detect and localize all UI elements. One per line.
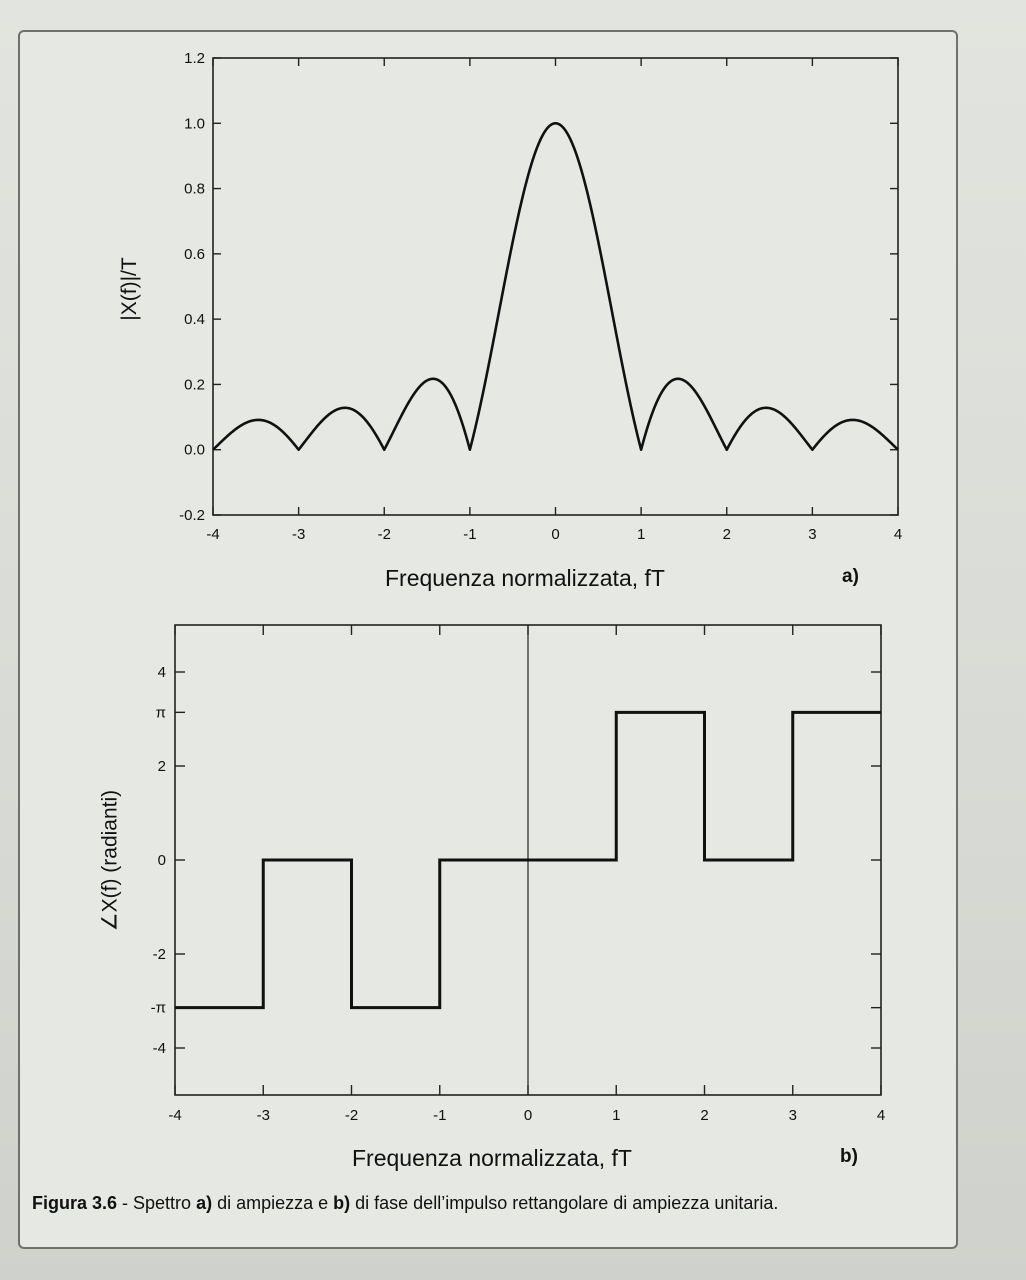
x-tick-label: 2 xyxy=(700,1107,708,1124)
panel-label-b: b) xyxy=(840,1146,858,1167)
y-tick-label: 0.6 xyxy=(184,246,205,263)
caption-text-1: - Spettro xyxy=(117,1193,197,1213)
caption-text-3: di fase dell’impulso rettangolare di amp… xyxy=(350,1193,779,1213)
amplitude-y-axis-label: |X(f)|/T xyxy=(118,257,141,321)
y-tick-label: 2 xyxy=(158,758,166,775)
x-tick-label: 1 xyxy=(637,526,645,543)
phase-x-axis-label: Frequenza normalizzata, fT xyxy=(352,1145,632,1171)
x-tick-label: 0 xyxy=(524,1107,532,1124)
x-tick-label: -1 xyxy=(463,526,476,543)
caption-b: b) xyxy=(333,1193,351,1213)
y-tick-label: -2 xyxy=(153,946,166,963)
x-tick-label: -2 xyxy=(345,1107,358,1124)
x-tick-label: -4 xyxy=(168,1107,181,1124)
y-tick-label: -4 xyxy=(153,1040,166,1057)
caption-a: a) xyxy=(196,1193,213,1213)
phase-y-axis-label: ∠X(f) (radianti) xyxy=(98,789,122,932)
amplitude-chart: -4 -3 -2 -1 0 1 2 3 4 -0.2 0.0 0.2 0.4 0.6 0.8 1.0 1.2 xyxy=(179,50,902,543)
caption-text-2: di ampiezza e xyxy=(212,1193,334,1213)
y-tick-label: 0 xyxy=(158,852,166,869)
y-tick-label: -π xyxy=(151,1000,166,1017)
x-tick-label: 1 xyxy=(612,1107,620,1124)
amplitude-x-axis-label: Frequenza normalizzata, fT xyxy=(385,565,665,591)
y-tick-label: 0.4 xyxy=(184,311,205,328)
amplitude-series-line xyxy=(212,121,899,452)
x-tick-label: -3 xyxy=(292,526,305,543)
y-tick-label: π xyxy=(156,704,166,721)
phase-chart: -4 -3 -2 -1 0 1 2 3 4 -4 -π -2 0 2 π 4 xyxy=(151,624,885,1124)
y-tick-label: 0.8 xyxy=(184,181,205,198)
x-tick-label: 3 xyxy=(808,526,816,543)
x-tick-label: -3 xyxy=(257,1107,270,1124)
y-tick-label: 1.2 xyxy=(184,50,205,67)
y-tick-label: 1.0 xyxy=(184,115,205,132)
panel-label-a: a) xyxy=(842,566,859,587)
x-tick-label: 4 xyxy=(894,526,902,543)
x-tick-label: 4 xyxy=(877,1107,885,1124)
x-tick-label: -1 xyxy=(433,1107,446,1124)
x-tick-label: -4 xyxy=(206,526,219,543)
y-tick-label: 0.2 xyxy=(184,376,205,393)
y-tick-label: 0.0 xyxy=(184,442,205,459)
phase-series-line xyxy=(175,710,881,1010)
y-tick-label: 4 xyxy=(158,664,166,681)
x-tick-label: 2 xyxy=(723,526,731,543)
x-tick-label: 0 xyxy=(551,526,559,543)
figure-caption: Figura 3.6 - Spettro a) di ampiezza e b)… xyxy=(32,1193,952,1214)
x-tick-label: 3 xyxy=(789,1107,797,1124)
y-tick-label: -0.2 xyxy=(179,507,205,524)
caption-figure-number: Figura 3.6 xyxy=(32,1193,118,1213)
x-tick-label: -2 xyxy=(378,526,391,543)
